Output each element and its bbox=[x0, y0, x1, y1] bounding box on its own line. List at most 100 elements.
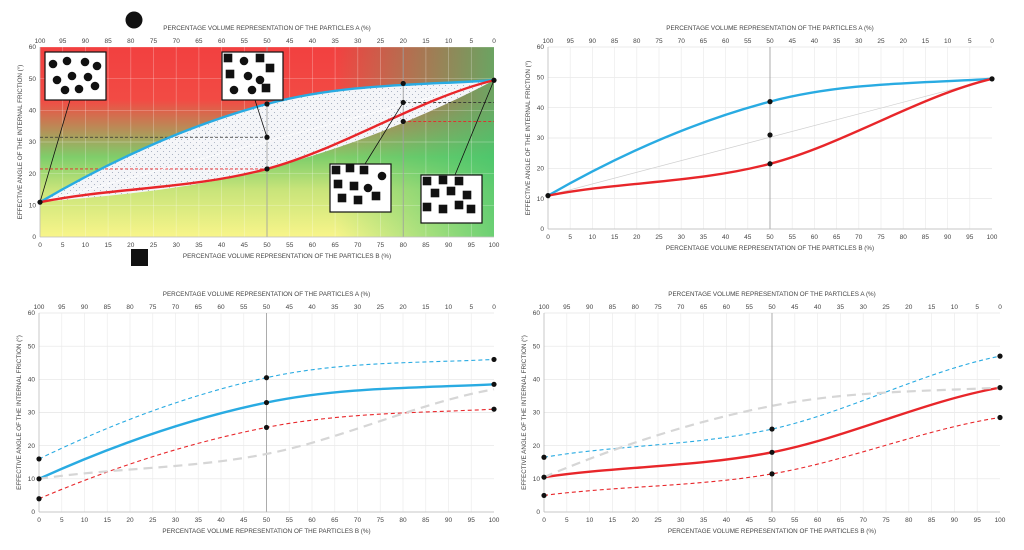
x-top-tick-label: 35 bbox=[331, 304, 339, 311]
x-top-tick-label: 35 bbox=[833, 38, 841, 45]
x-tick-label: 80 bbox=[399, 517, 407, 524]
x-tick-label: 30 bbox=[172, 517, 180, 524]
particle-circle bbox=[363, 183, 373, 193]
x-tick-label: 85 bbox=[928, 517, 936, 524]
x-top-tick-label: 5 bbox=[469, 304, 473, 311]
particle-square bbox=[466, 204, 476, 214]
x-tick-label: 20 bbox=[632, 517, 640, 524]
x-top-tick-label: 75 bbox=[150, 38, 158, 45]
black-circle-icon bbox=[125, 11, 143, 29]
linear-reference-line bbox=[39, 79, 495, 203]
x-tick-label: 75 bbox=[377, 517, 385, 524]
x-tick-label: 40 bbox=[723, 517, 731, 524]
data-point bbox=[491, 356, 497, 363]
x-top-tick-label: 10 bbox=[944, 38, 952, 45]
x-top-tick-label: 40 bbox=[308, 304, 316, 311]
x-top-tick-label: 35 bbox=[331, 38, 339, 45]
particle-circle bbox=[243, 71, 253, 81]
y-tick-label: 60 bbox=[533, 310, 541, 317]
x-tick-label: 90 bbox=[944, 234, 952, 241]
particle-circle bbox=[60, 85, 70, 95]
x-top-tick-label: 90 bbox=[81, 304, 89, 311]
x-top-tick-label: 40 bbox=[811, 38, 819, 45]
x-top-tick-label: 20 bbox=[900, 38, 908, 45]
x-top-tick-label: 85 bbox=[611, 38, 619, 45]
x-tick-label: 90 bbox=[445, 517, 453, 524]
data-point bbox=[769, 471, 775, 477]
particle-square bbox=[446, 186, 456, 196]
x-top-tick-label: 20 bbox=[400, 38, 408, 45]
x-top-tick-label: 5 bbox=[975, 304, 979, 311]
inset-pointer bbox=[39, 99, 71, 203]
x-tick-label: 0 bbox=[38, 242, 42, 249]
series-line-2 bbox=[543, 416, 1001, 496]
x-tick-label: 25 bbox=[654, 517, 662, 524]
x-tick-label: 90 bbox=[445, 242, 453, 249]
particle-circle bbox=[90, 81, 100, 91]
x-tick-label: 5 bbox=[565, 517, 569, 524]
x-top-tick-label: 10 bbox=[951, 304, 959, 311]
inset-pointer bbox=[254, 99, 268, 138]
inset-squares-and-circle-icon bbox=[329, 102, 404, 213]
x-tick-label: 20 bbox=[126, 517, 134, 524]
black-square-icon bbox=[131, 249, 148, 266]
x-axis-title: PERCENTAGE VOLUME REPRESENTATION OF THE … bbox=[668, 528, 876, 535]
x-top-tick-label: 40 bbox=[309, 38, 317, 45]
x-top-tick-label: 30 bbox=[855, 38, 863, 45]
x-tick-label: 15 bbox=[104, 242, 112, 249]
x-top-tick-label: 10 bbox=[445, 304, 453, 311]
x-top-axis-title: PERCENTAGE VOLUME REPRESENTATION OF THE … bbox=[163, 291, 371, 298]
y-tick-label: 0 bbox=[540, 226, 544, 233]
y-axis-title: EFFECTIVE ANGLE OF THE INTERNAL FRICTION… bbox=[524, 61, 532, 216]
x-tick-label: 85 bbox=[422, 517, 430, 524]
x-tick-label: 100 bbox=[489, 242, 500, 249]
x-top-tick-label: 80 bbox=[633, 38, 641, 45]
x-tick-label: 65 bbox=[837, 517, 845, 524]
x-top-tick-label: 55 bbox=[241, 38, 249, 45]
x-top-tick-label: 60 bbox=[723, 304, 731, 311]
particle-square bbox=[359, 165, 369, 175]
particle-square bbox=[353, 195, 363, 205]
y-tick-label: 60 bbox=[537, 44, 545, 51]
x-top-tick-label: 95 bbox=[563, 304, 571, 311]
x-tick-label: 100 bbox=[995, 517, 1006, 524]
x-top-tick-label: 70 bbox=[678, 38, 686, 45]
particle-square bbox=[225, 69, 235, 79]
y-tick-label: 10 bbox=[28, 476, 36, 483]
x-top-tick-label: 45 bbox=[286, 304, 294, 311]
x-top-tick-label: 15 bbox=[422, 304, 430, 311]
x-top-tick-label: 95 bbox=[567, 38, 575, 45]
x-top-tick-label: 0 bbox=[492, 304, 496, 311]
inset-black-circles-icon bbox=[39, 51, 107, 203]
x-top-tick-label: 25 bbox=[877, 38, 885, 45]
y-axis-title: EFFECTIVE ANGLE OF THE INTERNAL FRICTION… bbox=[15, 335, 23, 490]
x-top-tick-label: 55 bbox=[744, 38, 752, 45]
particle-square bbox=[261, 83, 271, 93]
x-top-tick-label: 60 bbox=[217, 304, 225, 311]
data-point bbox=[767, 132, 773, 138]
particle-circle bbox=[83, 72, 93, 82]
x-tick-label: 0 bbox=[546, 234, 550, 241]
particle-square bbox=[255, 53, 265, 63]
particle-circle bbox=[74, 84, 84, 94]
x-top-tick-label: 80 bbox=[126, 304, 134, 311]
x-top-tick-label: 15 bbox=[928, 304, 936, 311]
x-tick-label: 5 bbox=[61, 242, 65, 249]
particle-square bbox=[331, 165, 341, 175]
y-tick-label: 20 bbox=[29, 171, 37, 178]
y-tick-label: 10 bbox=[533, 476, 541, 483]
x-tick-label: 95 bbox=[966, 234, 974, 241]
data-point bbox=[264, 101, 270, 107]
x-tick-label: 0 bbox=[542, 517, 546, 524]
x-axis-title: PERCENTAGE VOLUME REPRESENTATION OF THE … bbox=[162, 528, 370, 535]
x-top-tick-label: 100 bbox=[34, 304, 45, 311]
y-tick-label: 10 bbox=[29, 203, 37, 210]
x-tick-label: 80 bbox=[905, 517, 913, 524]
y-tick-label: 0 bbox=[31, 509, 35, 516]
data-point bbox=[263, 424, 270, 431]
data-point bbox=[769, 426, 775, 432]
x-top-tick-label: 0 bbox=[990, 38, 994, 45]
y-tick-label: 50 bbox=[28, 343, 36, 350]
x-top-tick-label: 85 bbox=[609, 304, 617, 311]
x-tick-label: 10 bbox=[82, 242, 90, 249]
